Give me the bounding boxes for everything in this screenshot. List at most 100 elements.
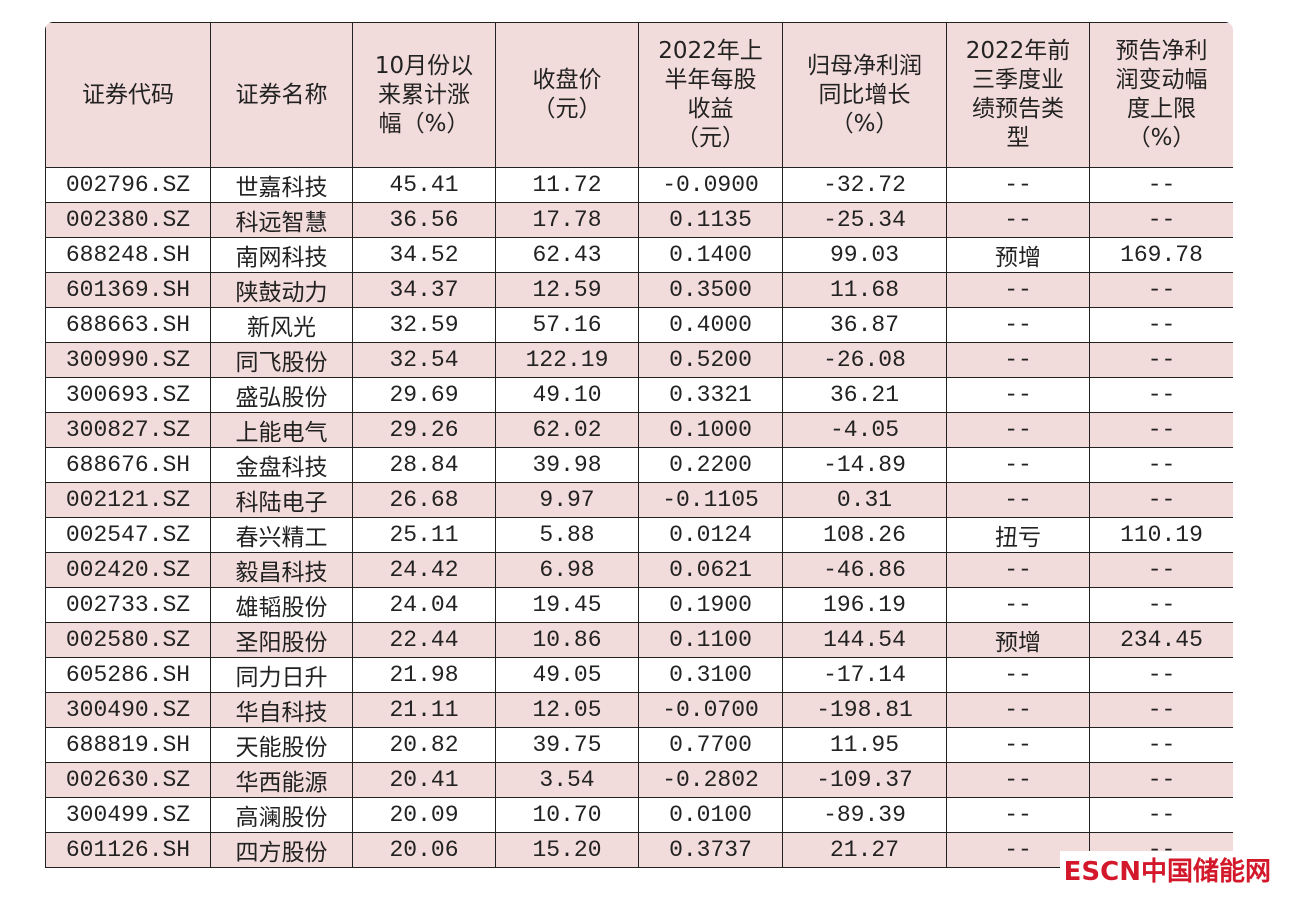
table-cell: -- <box>946 272 1090 308</box>
table-cell: -- <box>1089 447 1233 483</box>
table-cell: -0.0900 <box>638 167 783 203</box>
table-cell: 0.0100 <box>638 797 783 833</box>
table-row: 002630.SZ 华西能源 20.41 3.54 -0.2802 -109.37 -- -- <box>45 762 1233 798</box>
table-cell: -- <box>946 482 1090 518</box>
table-cell: 39.98 <box>495 447 639 483</box>
table-cell: 0.3500 <box>638 272 783 308</box>
table-cell: 99.03 <box>782 237 947 273</box>
table-cell: 49.10 <box>495 377 639 413</box>
table-row: 605286.SH 同力日升 21.98 49.05 0.3100 -17.14 -- -- <box>45 657 1233 693</box>
table-cell: 24.42 <box>352 552 496 588</box>
table-row: 002380.SZ 科远智慧 36.56 17.78 0.1135 -25.34 -- -- <box>45 202 1233 238</box>
table-cell: 上能电气 <box>210 412 353 448</box>
table-cell: -- <box>1089 377 1233 413</box>
table-cell: 36.56 <box>352 202 496 238</box>
header-cell: 2022年前 三季度业 绩预告类 型 <box>946 22 1090 168</box>
table-card: 证券代码 证券名称 10月份以 来累计涨 幅（%） 收盘价 （元） 2022年上 半年每… <box>45 22 1233 879</box>
table-cell: 金盘科技 <box>210 447 353 483</box>
table-cell: 圣阳股份 <box>210 622 353 658</box>
table-cell: 0.1135 <box>638 202 783 238</box>
table-cell: -198.81 <box>782 692 947 728</box>
header-cell: 证券代码 <box>45 22 211 168</box>
table-cell: 华西能源 <box>210 762 353 798</box>
table-cell: 29.69 <box>352 377 496 413</box>
table-cell: 盛弘股份 <box>210 377 353 413</box>
table-row: 300499.SZ 高澜股份 20.09 10.70 0.0100 -89.39 -- -- <box>45 797 1233 833</box>
table-cell: -25.34 <box>782 202 947 238</box>
header-cell: 归母净利润 同比增长 （%） <box>782 22 947 168</box>
table-cell: -- <box>1089 272 1233 308</box>
table-cell: 49.05 <box>495 657 639 693</box>
table-cell: 10.70 <box>495 797 639 833</box>
table-cell: 预增 <box>946 237 1090 273</box>
header-cell: 10月份以 来累计涨 幅（%） <box>352 22 496 168</box>
table-cell: 110.19 <box>1089 517 1233 553</box>
table-cell: 20.41 <box>352 762 496 798</box>
table-cell: 32.54 <box>352 342 496 378</box>
table-cell: 62.43 <box>495 237 639 273</box>
watermark-name: 中国储能网 <box>1140 857 1271 887</box>
header-row: 证券代码 证券名称 10月份以 来累计涨 幅（%） 收盘价 （元） 2022年上 半年每… <box>45 22 1233 168</box>
table-cell: 3.54 <box>495 762 639 798</box>
table-cell: 234.45 <box>1089 622 1233 658</box>
table-row: 002547.SZ 春兴精工 25.11 5.88 0.0124 108.26 扭亏 110.… <box>45 517 1233 553</box>
table-cell: 15.20 <box>495 832 639 868</box>
header-cell: 证券名称 <box>210 22 353 168</box>
table-row: 002733.SZ 雄韬股份 24.04 19.45 0.1900 196.19 -- -- <box>45 587 1233 623</box>
table-cell: 002796.SZ <box>45 167 211 203</box>
table-cell: 世嘉科技 <box>210 167 353 203</box>
table-cell: 002121.SZ <box>45 482 211 518</box>
table-cell: -32.72 <box>782 167 947 203</box>
table-cell: -17.14 <box>782 657 947 693</box>
table-cell: -- <box>946 727 1090 763</box>
table-row: 300990.SZ 同飞股份 32.54 122.19 0.5200 -26.08 -- -- <box>45 342 1233 378</box>
table-cell: -- <box>1089 342 1233 378</box>
table-cell: 36.21 <box>782 377 947 413</box>
table-cell: 新风光 <box>210 307 353 343</box>
table-cell: 11.95 <box>782 727 947 763</box>
table-row: 002121.SZ 科陆电子 26.68 9.97 -0.1105 0.31 -- -- <box>45 482 1233 518</box>
table-row: 002580.SZ 圣阳股份 22.44 10.86 0.1100 144.54 预增 234… <box>45 622 1233 658</box>
table-cell: 34.52 <box>352 237 496 273</box>
table-cell: 0.1100 <box>638 622 783 658</box>
table: 证券代码 证券名称 10月份以 来累计涨 幅（%） 收盘价 （元） 2022年上 半年每… <box>45 22 1233 868</box>
table-cell: 6.98 <box>495 552 639 588</box>
table-cell: -0.0700 <box>638 692 783 728</box>
table-cell: 002547.SZ <box>45 517 211 553</box>
table-cell: 0.3737 <box>638 832 783 868</box>
table-cell: 0.7700 <box>638 727 783 763</box>
table-cell: 雄韬股份 <box>210 587 353 623</box>
table-cell: 688819.SH <box>45 727 211 763</box>
table-cell: 19.45 <box>495 587 639 623</box>
table-cell: 0.5200 <box>638 342 783 378</box>
table-cell: 0.31 <box>782 482 947 518</box>
table-cell: -0.2802 <box>638 762 783 798</box>
table-cell: 12.59 <box>495 272 639 308</box>
table-cell: 0.1000 <box>638 412 783 448</box>
table-cell: 同飞股份 <box>210 342 353 378</box>
table-cell: 24.04 <box>352 587 496 623</box>
table-cell: 21.27 <box>782 832 947 868</box>
table-cell: -89.39 <box>782 797 947 833</box>
watermark: ESCN中国储能网 <box>1059 851 1275 888</box>
table-cell: 陕鼓动力 <box>210 272 353 308</box>
table-cell: 002380.SZ <box>45 202 211 238</box>
table-cell: 高澜股份 <box>210 797 353 833</box>
table-cell: 002630.SZ <box>45 762 211 798</box>
table-cell: 华自科技 <box>210 692 353 728</box>
table-cell: 28.84 <box>352 447 496 483</box>
table-cell: -0.1105 <box>638 482 783 518</box>
table-cell: -- <box>1089 482 1233 518</box>
table-cell: -- <box>1089 587 1233 623</box>
table-cell: 预增 <box>946 622 1090 658</box>
table-row: 601369.SH 陕鼓动力 34.37 12.59 0.3500 11.68 -- -- <box>45 272 1233 308</box>
table-cell: 601126.SH <box>45 832 211 868</box>
table-cell: 21.11 <box>352 692 496 728</box>
table-cell: -- <box>946 447 1090 483</box>
table-cell: 0.3100 <box>638 657 783 693</box>
table-cell: 688676.SH <box>45 447 211 483</box>
table-cell: -109.37 <box>782 762 947 798</box>
table-cell: -- <box>946 167 1090 203</box>
table-cell: 22.44 <box>352 622 496 658</box>
table-cell: 300693.SZ <box>45 377 211 413</box>
